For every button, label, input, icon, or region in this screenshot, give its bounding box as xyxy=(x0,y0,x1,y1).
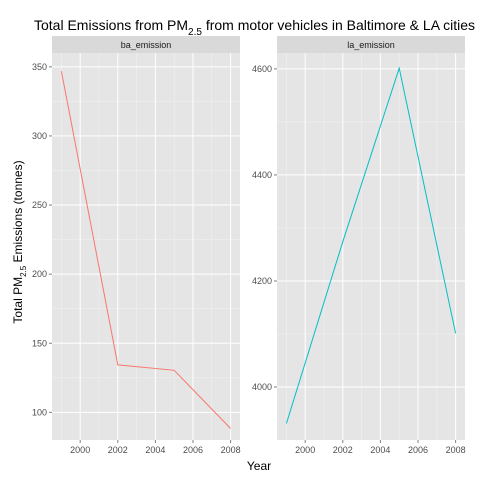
y-tick-label: 4400 xyxy=(252,170,272,180)
x-tick-label: 2004 xyxy=(145,445,165,455)
x-tick-label: 2002 xyxy=(333,445,353,455)
y-tick-label: 4000 xyxy=(252,382,272,392)
facet-strip-label: la_emission xyxy=(347,40,395,50)
facet-panels: ba_emission 2000 2002 2004 2006 2008 100 150 200… xyxy=(32,36,466,455)
x-tick-label: 2006 xyxy=(183,445,203,455)
series-line-la_emission xyxy=(285,66,457,424)
y-axis-title-rest: Emissions (tonnes) xyxy=(11,160,25,265)
x-tick-label: 2006 xyxy=(408,445,428,455)
chart-title-subscript: 2.5 xyxy=(188,27,202,38)
facet-strip xyxy=(52,36,240,53)
plot-background xyxy=(52,53,240,440)
y-tick-label: 150 xyxy=(32,338,47,348)
y-tick-label: 350 xyxy=(32,62,47,72)
chart-title-rest: from motor vehicles in Baltimore & LA ci… xyxy=(202,17,475,33)
plot-background xyxy=(277,53,465,440)
chart-title-main: Total Emissions from PM xyxy=(34,17,188,33)
x-tick-label: 2000 xyxy=(70,445,90,455)
y-tick-label: 250 xyxy=(32,200,47,210)
y-tick-label: 4200 xyxy=(252,276,272,286)
x-tick-label: 2000 xyxy=(295,445,315,455)
facet-strip-label: ba_emission xyxy=(121,40,172,50)
chart-title: Total Emissions from PM2.5 from motor ve… xyxy=(34,17,475,38)
y-axis-title: Total PM2.5 Emissions (tonnes) xyxy=(11,160,28,323)
y-tick-label: 300 xyxy=(32,131,47,141)
x-tick-label: 2008 xyxy=(221,445,241,455)
y-tick-label: 4600 xyxy=(252,64,272,74)
panel-ba_emission: ba_emission 2000 2002 2004 2006 2008 100 150 200… xyxy=(32,36,241,455)
series-line-ba_emission xyxy=(60,71,231,429)
x-tick-label: 2008 xyxy=(446,445,466,455)
y-axis-title-subscript: 2.5 xyxy=(19,265,28,277)
y-tick-label: 100 xyxy=(32,407,47,417)
y-axis-title-main: Total PM xyxy=(11,277,25,324)
facet-strip xyxy=(277,36,465,53)
x-tick-label: 2002 xyxy=(108,445,128,455)
x-axis-title: Year xyxy=(247,459,271,473)
x-tick-label: 2004 xyxy=(370,445,390,455)
y-tick-label: 200 xyxy=(32,269,47,279)
panel-la_emission: la_emission 2000 2002 2004 2006 2008 4000 4200 4… xyxy=(252,36,466,455)
